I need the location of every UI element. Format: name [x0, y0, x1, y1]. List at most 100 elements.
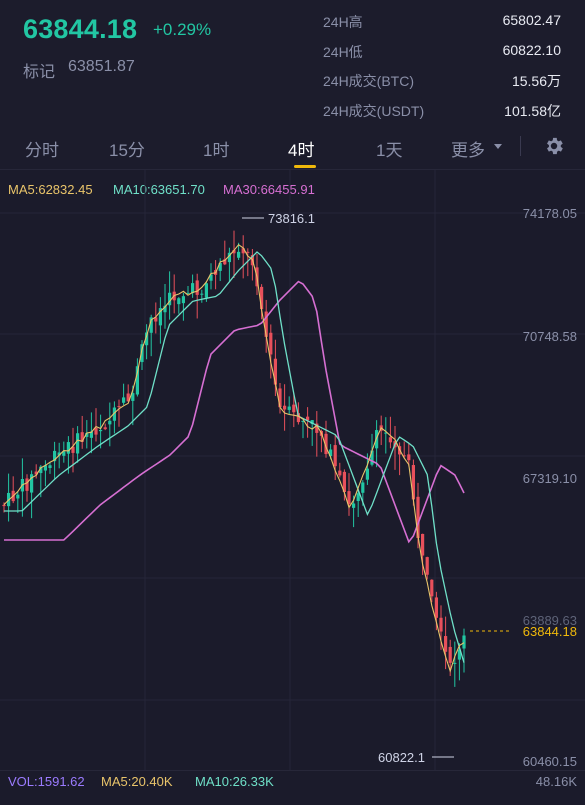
- candle-body: [223, 259, 227, 265]
- candle-body: [34, 471, 38, 475]
- ma30-legend: MA30:66455.91: [223, 182, 315, 197]
- candle-body: [232, 250, 236, 254]
- candlestick-chart[interactable]: 73816.1 60822.1 63844.18 74178.05 70748.…: [0, 170, 585, 770]
- candle-body: [145, 332, 149, 346]
- candle-body: [237, 251, 241, 258]
- candle-body: [154, 317, 158, 322]
- candle-body: [283, 405, 287, 410]
- volume-ma5: MA5:20.40K: [101, 774, 173, 789]
- candle-body: [430, 579, 434, 597]
- tab-1h[interactable]: 1时: [203, 141, 230, 160]
- candle-body: [333, 445, 337, 467]
- candle-body: [411, 465, 415, 500]
- candle-body: [181, 296, 185, 304]
- candle-body: [246, 251, 250, 253]
- candle-body: [453, 662, 457, 664]
- candle-body: [338, 470, 342, 476]
- candle-body: [462, 635, 466, 649]
- candle-body: [457, 649, 461, 660]
- interval-tabs: 分时 15分 1时 4时 1天 更多: [0, 125, 585, 170]
- ma5-line: [3, 243, 465, 673]
- y-axis-label: 67319.10: [523, 471, 577, 486]
- candle-body: [439, 617, 443, 632]
- candle-body: [57, 452, 61, 456]
- active-tab-indicator: [294, 165, 316, 168]
- last-price: 63844.18: [23, 14, 138, 44]
- candle-body: [131, 393, 135, 401]
- stat-label-24h-low: 24H低: [323, 44, 363, 60]
- candle-body: [347, 491, 351, 504]
- mark-price-value: 63851.87: [68, 58, 135, 75]
- ma10-line: [4, 251, 465, 663]
- y-axis-label: 63889.63: [523, 613, 577, 628]
- candle-body: [135, 366, 139, 395]
- candle-body: [89, 431, 93, 438]
- candle-body: [195, 280, 199, 295]
- candle-body: [66, 442, 70, 454]
- candle-body: [16, 494, 20, 499]
- ma30-line: [4, 280, 465, 544]
- candle-body: [370, 450, 374, 465]
- candle-body: [264, 311, 268, 337]
- candle-body: [140, 344, 144, 363]
- candle-body: [444, 636, 448, 652]
- candle-body: [158, 308, 162, 326]
- candle-body: [186, 292, 190, 294]
- candle-body: [416, 496, 420, 539]
- current-price-tag: 63844.18: [523, 624, 577, 639]
- candle-body: [425, 557, 429, 575]
- candle-body: [361, 482, 365, 493]
- candle-body: [269, 332, 273, 355]
- candle-body: [103, 427, 107, 430]
- high-annotation: 73816.1: [268, 211, 315, 226]
- ma10-legend: MA10:63651.70: [113, 182, 205, 197]
- candle-body: [324, 433, 328, 455]
- y-axis-label: 60460.15: [523, 754, 577, 769]
- tab-1d[interactable]: 1天: [376, 141, 403, 160]
- chart-grid: [0, 170, 585, 770]
- candle-body: [342, 471, 346, 492]
- candle-body: [2, 504, 6, 507]
- candle-body: [126, 393, 130, 402]
- y-axis-label: 70748.58: [523, 329, 577, 344]
- candle-body: [434, 597, 438, 618]
- candle-body: [352, 503, 356, 508]
- candle-body: [99, 429, 103, 432]
- tab-15m[interactable]: 15分: [109, 141, 145, 160]
- stat-label-24h-vol-btc: 24H成交(BTC): [323, 73, 415, 89]
- stat-value-24h-vol-usdt: 101.58亿: [504, 103, 561, 119]
- candle-body: [329, 449, 333, 457]
- candle-body: [287, 406, 291, 410]
- candle-body: [25, 478, 29, 491]
- candle-body: [273, 358, 277, 385]
- candle-body: [62, 451, 66, 456]
- candle-body: [356, 493, 360, 502]
- tab-divider: [520, 136, 521, 156]
- candle-body: [310, 420, 314, 425]
- candle-body: [163, 305, 167, 313]
- candle-body: [85, 432, 89, 437]
- candle-body: [278, 388, 282, 408]
- tab-4h[interactable]: 4时: [288, 141, 315, 160]
- candle-body: [43, 465, 47, 471]
- candle-body: [227, 252, 231, 263]
- candle-body: [388, 437, 392, 443]
- candle-body: [30, 474, 34, 493]
- candle-body: [407, 454, 411, 461]
- candle-body: [292, 404, 296, 413]
- candle-body: [108, 420, 112, 425]
- candle-body: [76, 433, 80, 454]
- candle-body: [209, 274, 213, 281]
- candle-body: [218, 263, 222, 271]
- gear-icon[interactable]: [543, 135, 565, 157]
- tab-time-sharing[interactable]: 分时: [25, 141, 59, 160]
- candle-body: [306, 416, 310, 421]
- candle-body: [365, 468, 369, 480]
- candle-body: [448, 646, 452, 663]
- stat-label-24h-high: 24H高: [323, 14, 363, 30]
- stat-label-24h-vol-usdt: 24H成交(USDT): [323, 103, 425, 119]
- tab-more[interactable]: 更多: [451, 141, 485, 160]
- candle-body: [402, 455, 406, 457]
- mark-price-label: 标记: [23, 64, 56, 81]
- volume-axis-max: 48.16K: [535, 774, 577, 789]
